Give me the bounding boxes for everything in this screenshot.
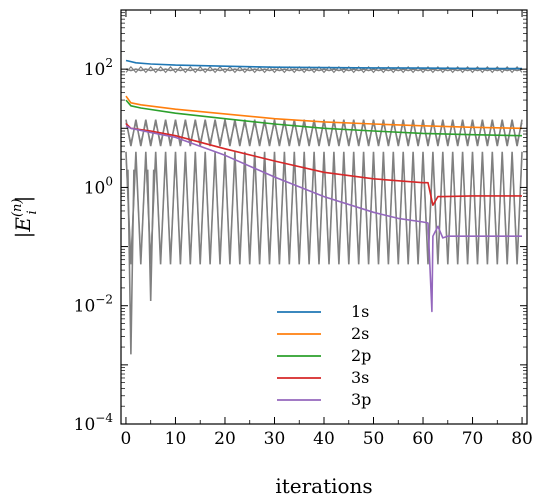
y-tick-label: 10−4 — [74, 411, 114, 435]
legend-label-2s: 2s — [351, 324, 369, 343]
x-tick-label: 50 — [363, 429, 385, 449]
x-axis-label: iterations — [275, 474, 372, 498]
legend-label-3s: 3s — [351, 368, 369, 387]
series-line-2p — [125, 99, 523, 137]
series-line-3s — [125, 123, 522, 206]
background-oscillation-layer — [125, 66, 523, 355]
legend-label-2p: 2p — [351, 346, 371, 365]
tick-layer: 0 10 20 30 40 50 60 70 80 10−4 10−2 100 102 — [74, 9, 533, 449]
series-line-2s — [125, 95, 523, 130]
series-line-3p — [125, 125, 522, 313]
legend: 1s 2s 2p 3s 3p — [277, 302, 371, 409]
legend-label-1s: 1s — [351, 302, 369, 321]
oscillation-spike-0 — [127, 169, 135, 355]
y-tick-label: 100 — [84, 174, 113, 198]
legend-label-3p: 3p — [351, 390, 371, 409]
x-tick-label: 80 — [511, 429, 533, 449]
y-axis-label-text: |E(n)i| — [10, 196, 40, 239]
series-line-1s — [125, 59, 523, 70]
oscillation-band-0 — [125, 68, 523, 72]
x-tick-label: 40 — [313, 429, 335, 449]
x-tick-label: 10 — [165, 429, 187, 449]
x-tick-label: 0 — [121, 429, 132, 449]
x-tick-label: 70 — [462, 429, 484, 449]
series-layer — [125, 59, 523, 313]
x-tick-label: 60 — [412, 429, 434, 449]
x-tick-label: 30 — [264, 429, 286, 449]
oscillation-band-shadow-2 — [125, 155, 523, 261]
oscillation-band-2 — [125, 151, 523, 265]
oscillation-band-shadow-1 — [125, 122, 523, 143]
y-axis-label: |E(n)i| — [10, 196, 40, 239]
x-tick-label: 20 — [214, 429, 236, 449]
y-tick-label: 10−2 — [74, 293, 113, 317]
oscillation-spike-1 — [146, 169, 155, 302]
y-tick-label: 102 — [84, 56, 113, 80]
